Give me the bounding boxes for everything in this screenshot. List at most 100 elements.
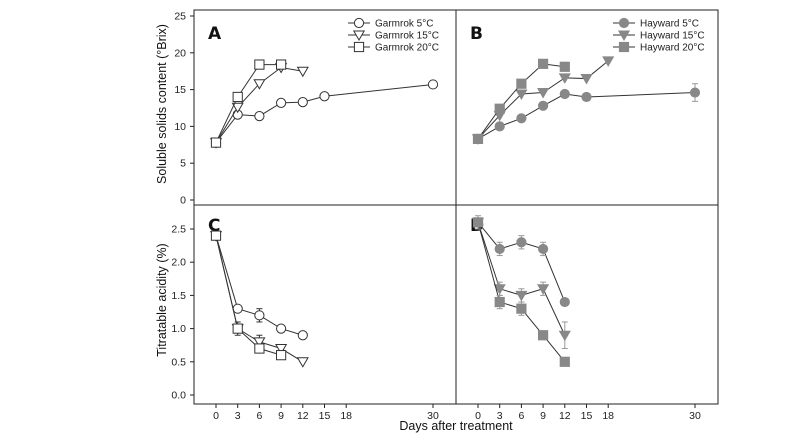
series-hayward-20-c (472, 215, 570, 367)
data-point (427, 79, 439, 90)
data-point (516, 237, 527, 248)
data-point (537, 88, 550, 99)
y-tick-label: 2.5 (171, 224, 186, 236)
data-point (275, 344, 288, 355)
data-point (232, 303, 243, 314)
data-point (231, 102, 244, 114)
panel-c (209, 230, 309, 368)
legend-label: Garmrok 20°C (375, 43, 439, 54)
series-hayward-20-c (472, 58, 570, 145)
data-point (254, 110, 265, 122)
x-tick-label: 9 (278, 410, 284, 422)
y-tick-label: 2.0 (171, 257, 186, 269)
data-point (537, 284, 550, 295)
y-tick-label: 0.0 (171, 390, 186, 402)
y-tick-label: 0 (180, 195, 186, 207)
data-point (516, 303, 527, 314)
y-tick-label: 0.5 (171, 356, 186, 368)
data-point (493, 284, 506, 295)
data-point (602, 56, 615, 67)
data-point (494, 121, 505, 132)
data-point (559, 61, 570, 72)
data-point (558, 330, 571, 342)
data-point (580, 74, 593, 85)
y-tick-label: 1.0 (171, 323, 186, 335)
x-tick-label: 12 (559, 410, 571, 422)
legend-label: Hayward 5°C (640, 19, 699, 30)
data-point (254, 343, 265, 354)
panel-letter-a: A (208, 24, 222, 44)
data-point (581, 91, 592, 103)
x-tick-label: 0 (213, 410, 219, 422)
x-tick-label: 30 (427, 410, 439, 422)
x-tick-label: 3 (235, 410, 241, 422)
data-point (494, 243, 505, 255)
series-hayward-5-c (472, 83, 701, 145)
data-point (276, 97, 287, 108)
data-point (472, 133, 484, 145)
x-tick-label: 0 (475, 410, 481, 422)
data-point (516, 113, 527, 124)
data-point (296, 66, 309, 78)
data-point (494, 296, 505, 308)
series-garmrok-20-c (210, 230, 287, 361)
y-axis-label-top: Soluble solids content (°Brix) (155, 24, 169, 184)
legend-marker (617, 30, 631, 41)
data-point (254, 59, 265, 70)
data-point (232, 91, 243, 103)
data-point (319, 91, 330, 102)
data-point (276, 59, 287, 70)
y-axis-label-bottom: Titratable acidity (%) (155, 243, 169, 356)
data-point (232, 323, 243, 334)
data-point (538, 330, 549, 341)
x-tick-label: 12 (297, 410, 309, 422)
legend-marker (353, 17, 365, 29)
legend-label: Hayward 15°C (640, 31, 705, 42)
x-tick-label: 9 (540, 410, 546, 422)
x-tick-label: 30 (689, 410, 701, 422)
data-point (538, 100, 549, 111)
y-tick-label: 25 (174, 11, 186, 23)
y-tick-label: 1.5 (171, 290, 186, 302)
legend-label: Garmrok 5°C (375, 19, 433, 30)
data-point (515, 89, 528, 101)
x-tick-label: 15 (319, 410, 331, 422)
data-point (254, 310, 265, 321)
y-tick-label: 15 (174, 84, 186, 96)
y-tick-label: 20 (174, 47, 186, 59)
data-point (253, 337, 266, 348)
data-point (515, 290, 528, 302)
x-axis-label: Days after treatment (399, 419, 513, 433)
series-line (215, 66, 303, 143)
data-point (210, 230, 222, 241)
data-point (276, 350, 287, 361)
panel-letter-b: B (470, 24, 483, 44)
data-point (559, 296, 570, 308)
data-point (297, 97, 308, 108)
legend-marker (353, 41, 365, 53)
data-point (559, 88, 570, 100)
data-point (538, 58, 549, 69)
series-line (215, 64, 282, 143)
legend-marker (618, 41, 630, 53)
panel-d (471, 215, 571, 367)
x-tick-label: 6 (518, 410, 524, 422)
legend-label: Hayward 20°C (640, 43, 705, 54)
y-tick-label: 5 (180, 158, 186, 170)
series-garmrok-20-c (210, 59, 287, 148)
data-point (210, 137, 222, 148)
x-tick-label: 6 (256, 410, 262, 422)
data-point (559, 356, 570, 367)
series-garmrok-5-c (210, 230, 308, 341)
series-garmrok-5-c (210, 79, 439, 148)
series-hayward-5-c (472, 217, 570, 308)
legend-marker (352, 30, 366, 41)
data-point (558, 73, 571, 84)
data-point (494, 103, 505, 114)
data-point (516, 78, 527, 89)
series-line (215, 235, 282, 356)
